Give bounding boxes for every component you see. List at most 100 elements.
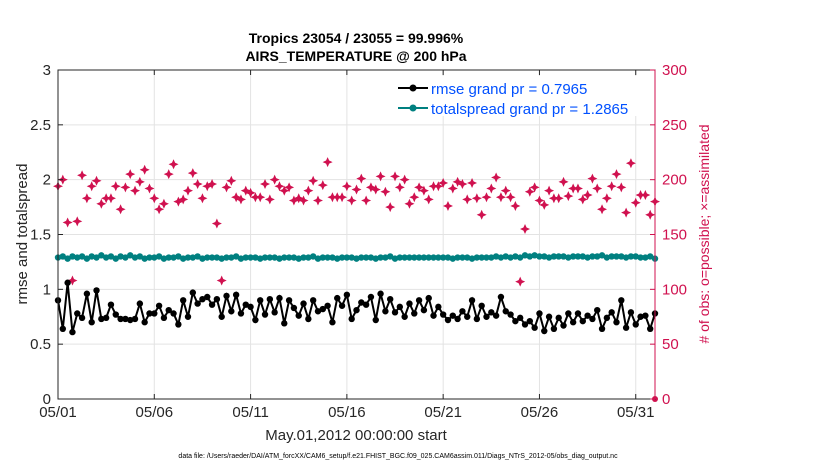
rmse-point [362, 301, 370, 308]
obs-count-marker [442, 200, 453, 211]
obs-count-marker [399, 174, 410, 185]
y-tick-label-right: 100 [662, 281, 687, 298]
totalspread-point [184, 254, 192, 261]
totalspread-point [276, 255, 283, 262]
totalspread-point [541, 253, 548, 260]
obs-count-marker [293, 193, 304, 204]
totalspread-point [107, 253, 115, 260]
y-tick-label: 0 [43, 391, 51, 408]
totalspread-point [300, 254, 307, 261]
rmse-point [74, 310, 81, 317]
rmse-point [305, 315, 312, 323]
obs-count-marker [105, 193, 116, 204]
obs-count-marker [67, 275, 78, 286]
rmse-point [430, 312, 437, 319]
obs-count-marker [438, 177, 449, 188]
rmse-point [613, 319, 620, 326]
rmse-point [285, 297, 293, 304]
rmse-point [117, 315, 124, 323]
rmse-point [449, 312, 456, 319]
x-tick-label: 05/31 [617, 404, 655, 421]
rmse-point [435, 303, 442, 311]
rmse-point [151, 310, 158, 317]
rmse-point [98, 315, 105, 323]
rmse-point [314, 308, 322, 315]
obs-count-marker [423, 194, 434, 205]
rmse-point [261, 311, 269, 318]
rmse-point [334, 294, 341, 302]
footer-data-file: data file: /Users/raeder/DAI/ATM_forcXX/… [178, 453, 618, 460]
totalspread-point [406, 254, 413, 261]
totalspread-point [531, 252, 538, 259]
totalspread-point [565, 254, 572, 261]
obs-count-marker [192, 179, 203, 190]
y-tick-label: 2 [43, 172, 51, 189]
totalspread-point [199, 255, 206, 262]
obs-count-marker [178, 194, 189, 205]
obs-count-marker [380, 186, 391, 197]
totalspread-point [271, 254, 278, 261]
totalspread-point [555, 253, 562, 260]
obs-count-marker [471, 193, 482, 204]
rmse-point [502, 308, 509, 315]
totalspread-point [387, 253, 394, 260]
rmse-point [189, 289, 197, 296]
rmse-point [88, 319, 95, 326]
totalspread-point [430, 254, 437, 261]
obs-count-marker [563, 191, 574, 202]
totalspread-point [367, 254, 375, 261]
rmse-point [93, 287, 100, 294]
rmse-point [425, 294, 432, 302]
totalspread-point [242, 254, 249, 261]
rmse-point [589, 315, 596, 323]
totalspread-point [507, 254, 514, 261]
y-tick-label: 1 [43, 281, 51, 298]
rmse-point [401, 313, 408, 320]
totalspread-point [175, 253, 182, 260]
rmse-point [579, 317, 586, 325]
obs-count-marker [231, 192, 242, 203]
legend: rmse grand pr = 0.7965 totalspread grand… [398, 76, 653, 118]
totalspread-point [603, 254, 611, 261]
rmse-point [122, 315, 129, 323]
obs-count-marker [303, 185, 314, 196]
obs-count-marker [572, 183, 583, 194]
obs-count-marker [173, 196, 184, 207]
totalspread-point [613, 253, 620, 260]
obs-count-marker [529, 182, 540, 193]
totalspread-point [266, 254, 274, 261]
rmse-point [276, 294, 283, 302]
obs-count-marker [625, 158, 636, 169]
rmse-point [208, 301, 216, 308]
y-tick-label-right: 0 [662, 391, 670, 408]
totalspread-point [204, 254, 211, 261]
rmse-point [444, 316, 452, 324]
obs-count-marker [317, 180, 328, 191]
totalspread-point [454, 254, 461, 261]
rmse-point [377, 290, 384, 297]
rmse-point [271, 309, 278, 316]
obs-count-marker [207, 179, 218, 190]
rmse-point [584, 312, 591, 319]
y-axis-label-right: # of obs: o=possible; ×=assimilated [696, 124, 712, 343]
y-tick-label: 3 [43, 62, 51, 79]
y-tick-label-right: 150 [662, 227, 687, 244]
obs-count-marker [582, 190, 593, 201]
totalspread-point [574, 253, 582, 260]
rmse-point [329, 319, 336, 326]
legend-spread-label: totalspread grand pr = 1.2865 [431, 101, 628, 118]
totalspread-point [285, 254, 293, 261]
obs-count-marker [154, 204, 165, 215]
totalspread-point [391, 255, 399, 262]
obs-count-marker [534, 195, 545, 206]
obs-count-marker [524, 186, 535, 197]
obs-count-marker [308, 175, 319, 186]
totalspread-point [151, 254, 158, 261]
totalspread-point [459, 254, 466, 261]
rmse-point [319, 305, 326, 313]
totalspread-point [560, 253, 567, 260]
totalspread-point [608, 253, 615, 260]
rmse-point [594, 306, 601, 314]
totalspread-point [117, 253, 124, 260]
totalspread-point [483, 254, 490, 261]
